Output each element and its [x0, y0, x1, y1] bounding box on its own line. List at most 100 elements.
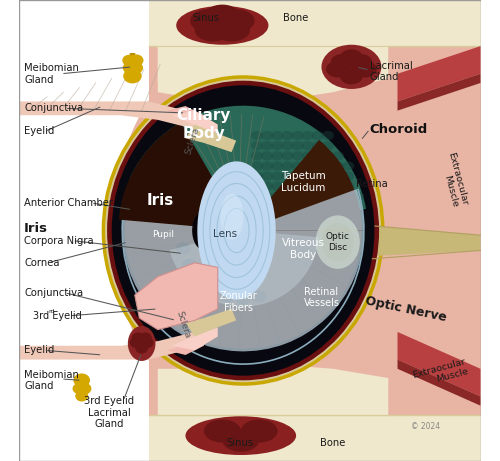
Ellipse shape [330, 54, 353, 71]
Ellipse shape [292, 161, 304, 171]
Ellipse shape [292, 171, 304, 181]
Text: Pupil: Pupil [152, 230, 174, 239]
Ellipse shape [72, 383, 86, 394]
Ellipse shape [192, 211, 215, 250]
Ellipse shape [222, 429, 259, 452]
Ellipse shape [205, 284, 220, 296]
Ellipse shape [271, 141, 283, 150]
Ellipse shape [312, 202, 324, 211]
Text: Sclera: Sclera [174, 310, 192, 340]
Ellipse shape [312, 151, 324, 160]
Ellipse shape [213, 18, 250, 41]
Ellipse shape [292, 141, 304, 150]
Ellipse shape [132, 332, 144, 343]
Polygon shape [172, 111, 218, 134]
Ellipse shape [322, 182, 334, 191]
Text: Extraocular
Muscle: Extraocular Muscle [436, 151, 469, 209]
Ellipse shape [332, 212, 344, 221]
Ellipse shape [104, 77, 383, 384]
Ellipse shape [312, 161, 324, 171]
Ellipse shape [129, 54, 144, 66]
Ellipse shape [312, 131, 324, 140]
Ellipse shape [261, 192, 273, 201]
Ellipse shape [302, 141, 314, 150]
Polygon shape [172, 327, 218, 350]
Polygon shape [129, 53, 136, 76]
Ellipse shape [186, 416, 296, 455]
Ellipse shape [282, 161, 294, 171]
Ellipse shape [332, 192, 344, 201]
Ellipse shape [76, 390, 88, 402]
Ellipse shape [251, 202, 263, 211]
Ellipse shape [107, 81, 379, 380]
Ellipse shape [302, 182, 314, 191]
Ellipse shape [112, 85, 374, 376]
Text: Tapetum
Lucidum: Tapetum Lucidum [280, 171, 326, 193]
Ellipse shape [340, 49, 363, 66]
Text: Meibomian
Gland: Meibomian Gland [24, 370, 79, 391]
Ellipse shape [123, 69, 142, 83]
Text: Meibomian
Gland: Meibomian Gland [24, 63, 79, 84]
Ellipse shape [322, 131, 334, 140]
Ellipse shape [322, 45, 382, 89]
Ellipse shape [261, 202, 273, 211]
Text: Sinus: Sinus [226, 438, 254, 449]
Ellipse shape [302, 131, 314, 140]
Polygon shape [338, 223, 480, 261]
Ellipse shape [140, 337, 153, 348]
Ellipse shape [251, 182, 263, 191]
Polygon shape [20, 101, 208, 129]
Wedge shape [170, 230, 319, 307]
Ellipse shape [322, 151, 334, 160]
Wedge shape [243, 189, 364, 230]
Text: 3rd Eyelid
Lacrimal
Gland: 3rd Eyelid Lacrimal Gland [84, 396, 134, 429]
Ellipse shape [342, 212, 354, 221]
Ellipse shape [271, 212, 283, 221]
Ellipse shape [312, 192, 324, 201]
Text: rd: rd [48, 309, 54, 314]
Ellipse shape [342, 171, 354, 181]
Polygon shape [398, 360, 480, 406]
Ellipse shape [139, 332, 152, 343]
Ellipse shape [251, 141, 263, 150]
Polygon shape [148, 0, 480, 46]
Ellipse shape [220, 194, 244, 240]
Ellipse shape [261, 182, 273, 191]
Ellipse shape [271, 202, 283, 211]
Polygon shape [135, 263, 218, 330]
Text: © 2024: © 2024 [410, 422, 440, 431]
Polygon shape [186, 124, 236, 152]
Text: Sclera: Sclera [184, 126, 201, 155]
Ellipse shape [354, 61, 377, 77]
Ellipse shape [332, 171, 344, 181]
Ellipse shape [302, 212, 314, 221]
Ellipse shape [190, 9, 227, 32]
Text: Sinus: Sinus [192, 12, 220, 23]
Ellipse shape [349, 54, 372, 71]
Ellipse shape [204, 420, 241, 443]
Ellipse shape [261, 161, 273, 171]
Ellipse shape [220, 290, 234, 302]
Text: Bone: Bone [284, 12, 309, 23]
Ellipse shape [251, 161, 263, 171]
Ellipse shape [282, 141, 294, 150]
Ellipse shape [282, 202, 294, 211]
Ellipse shape [251, 192, 263, 201]
Ellipse shape [342, 202, 354, 211]
Ellipse shape [292, 182, 304, 191]
Text: Cornea: Cornea [24, 258, 60, 268]
Ellipse shape [251, 212, 263, 221]
Text: Ciliary
Body: Ciliary Body [176, 108, 231, 141]
Ellipse shape [218, 9, 254, 32]
Ellipse shape [192, 273, 207, 285]
Polygon shape [158, 364, 388, 415]
Ellipse shape [302, 151, 314, 160]
Wedge shape [130, 106, 366, 230]
Ellipse shape [332, 161, 344, 171]
Ellipse shape [322, 141, 334, 150]
Ellipse shape [74, 373, 90, 387]
Ellipse shape [302, 202, 314, 211]
Ellipse shape [282, 212, 294, 221]
Text: Eyelid: Eyelid [24, 345, 54, 355]
Ellipse shape [322, 212, 334, 221]
